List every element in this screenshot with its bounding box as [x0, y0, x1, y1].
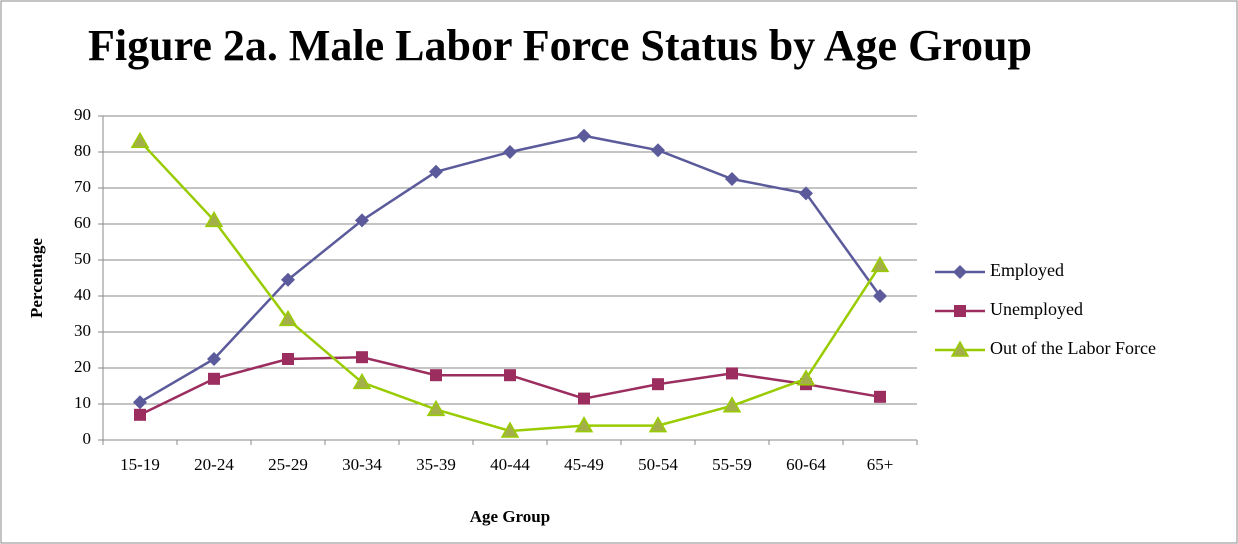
y-tick-label: 30 — [74, 321, 91, 340]
marker — [652, 378, 664, 391]
marker — [356, 351, 368, 364]
y-tick-label: 10 — [74, 393, 91, 412]
marker — [726, 367, 738, 380]
y-tick-label: 60 — [74, 213, 91, 232]
marker — [648, 416, 668, 433]
marker — [207, 352, 221, 366]
marker — [504, 369, 516, 382]
marker — [282, 353, 294, 365]
marker — [278, 309, 298, 327]
marker — [578, 392, 590, 405]
x-tick-label: 20-24 — [194, 455, 234, 474]
x-tick-label: 40-44 — [490, 455, 530, 474]
y-tick-label: 50 — [74, 249, 91, 268]
marker — [796, 369, 816, 386]
marker — [722, 396, 742, 413]
y-tick-label: 40 — [74, 285, 91, 304]
y-tick-label: 20 — [74, 357, 91, 376]
marker — [430, 369, 442, 382]
chart-title: Figure 2a. Male Labor Force Status by Ag… — [88, 21, 1032, 70]
marker — [208, 372, 220, 385]
marker — [651, 143, 665, 158]
legend-label: Out of the Labor Force — [990, 338, 1156, 358]
x-tick-label: 65+ — [867, 455, 894, 474]
marker — [725, 172, 739, 186]
x-tick-label: 30-34 — [342, 455, 382, 474]
marker — [134, 408, 146, 421]
legend-label: Unemployed — [990, 299, 1083, 319]
marker — [954, 305, 966, 317]
marker — [953, 265, 967, 279]
marker — [574, 416, 594, 433]
marker — [281, 272, 295, 287]
marker — [355, 213, 369, 228]
x-tick-label: 35-39 — [416, 455, 456, 474]
marker — [503, 145, 517, 159]
y-tick-label: 70 — [74, 177, 91, 196]
x-tick-label: 15-19 — [120, 455, 160, 474]
marker — [873, 289, 887, 303]
x-tick-label: 45-49 — [564, 455, 604, 474]
marker — [577, 128, 591, 143]
marker — [799, 186, 813, 201]
marker — [870, 255, 890, 273]
x-tick-label: 50-54 — [638, 455, 678, 474]
legend-label: Employed — [990, 260, 1064, 280]
marker — [429, 164, 443, 179]
x-tick-label: 55-59 — [712, 455, 752, 474]
y-tick-label: 0 — [83, 429, 92, 448]
marker — [204, 210, 224, 228]
y-tick-label: 80 — [74, 141, 91, 160]
marker — [426, 399, 446, 417]
marker — [133, 395, 147, 410]
marker — [130, 131, 150, 148]
marker — [352, 372, 372, 390]
y-axis-title: Percentage — [27, 238, 46, 318]
marker — [500, 421, 520, 438]
x-axis-title: Age Group — [470, 507, 550, 526]
x-tick-label: 25-29 — [268, 455, 308, 474]
marker — [874, 390, 886, 403]
marker — [950, 340, 970, 357]
x-tick-label: 60-64 — [786, 455, 826, 474]
y-tick-label: 90 — [74, 105, 91, 124]
